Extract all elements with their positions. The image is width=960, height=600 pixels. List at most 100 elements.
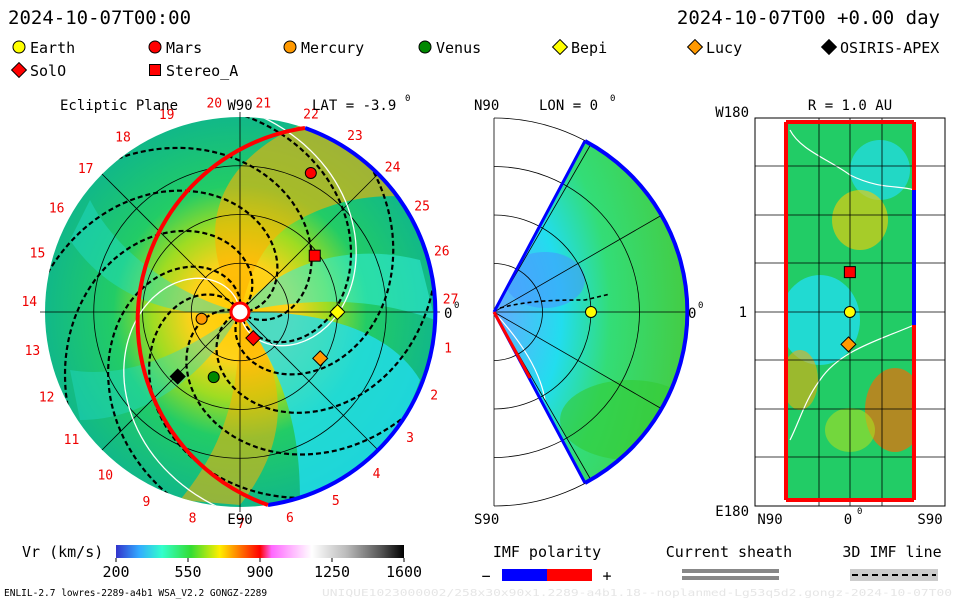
legend-marker-mercury [283,40,297,54]
carrington-tick-24: 24 [385,160,401,175]
polarity-rim-positive [135,126,306,507]
map-fast-patch-1 [832,190,888,250]
map-y-top-label: W180 [715,105,749,121]
carrington-tick-25: 25 [414,199,430,214]
ecliptic-body-osiris-apex [169,368,186,385]
meridional-body-earth [585,306,597,318]
colorbar-label: Vr (km/s) [22,543,103,561]
radial-map-panel: R = 1.0 AU W180 1 E180 N90 0 0 S90 [715,98,946,528]
carrington-tick-26: 26 [434,244,450,259]
meridional-title: LON = 0 [539,98,598,114]
sun [229,301,251,323]
meridional-right-label: 0 [688,306,696,322]
ecliptic-body-solo [245,329,262,347]
meridional-top-label: N90 [474,98,499,114]
ecliptic-title: Ecliptic Plane [60,98,178,114]
map-frame [754,117,946,507]
legend-label-mercury: Mercury [301,39,364,57]
carrington-tick-17: 17 [78,162,94,177]
legend-marker-mars [148,40,162,54]
carrington-tick-12: 12 [39,391,55,406]
carrington-tick-19: 19 [159,108,175,123]
ecliptic-lat-label: LAT = -3.9 [312,98,396,114]
map-body-stereo-a [843,266,856,279]
carrington-tick-5: 5 [332,494,340,509]
legend-marker-venus [418,40,432,54]
meridional-bottom-label: S90 [474,512,499,528]
colorbar-tick-label-1600: 1600 [386,563,422,581]
polarity-plus: + [602,567,611,585]
polarity-rim-negative [267,126,438,507]
carrington-tick-9: 9 [142,495,150,510]
carrington-tick-10: 10 [97,468,113,483]
legend-marker-osiris-apex [820,38,838,56]
map-slow-patch-1 [786,275,860,365]
carrington-tick-6: 6 [286,511,294,526]
slow-region-southwest [70,312,240,420]
legend-marker-earth [12,40,26,54]
colorbar [116,545,404,558]
date-right: 2024-10-07T00 +0.00 day [677,7,940,29]
carrington-tick-14: 14 [21,295,37,310]
map-sheath-2 [789,324,914,441]
carrington-tick-3: 3 [406,431,414,446]
ecliptic-right-label: 0 [444,306,452,322]
carrington-tick-15: 15 [30,247,46,262]
legend: Earth Mars Mercury Venus Bepi Lucy OSIRIS-APEX… [10,38,939,80]
ecliptic-body-venus [207,371,220,384]
legend-label-solo: SolO [30,62,66,80]
footer-watermark: UNIQUE1023000002/258x30x90x1.2289-a4b1.1… [322,588,952,599]
sheath-label: Current sheath [666,543,792,561]
imf-spiral-2 [106,265,242,499]
legend-label-bepi: Bepi [571,39,607,57]
polarity-positive-swatch [547,569,592,581]
ecliptic-top-label: W90 [227,98,252,114]
current-sheath-1 [241,117,357,347]
legend-label-osiris-apex: OSIRIS-APEX [840,39,939,57]
carrington-tick-27: 27 [443,293,459,308]
polarity-label: IMF polarity [493,543,601,561]
imf-spiral-7 [239,117,353,344]
meridional-title-degree: 0 [610,94,615,104]
carrington-tick-1: 1 [444,341,452,356]
carrington-tick-13: 13 [25,344,41,359]
ecliptic-bottom-label: E90 [227,512,252,528]
carrington-tick-7: 7 [237,517,245,532]
ecliptic-lat-degree: 0 [405,94,410,104]
polarity-minus: − [481,567,490,585]
carrington-tick-22: 22 [303,107,319,122]
imf-spiral-3 [148,293,308,500]
legend-label-lucy: Lucy [706,39,742,57]
sheath-swatch-1 [682,569,779,573]
imf-line-label: 3D IMF line [842,543,941,561]
map-fast-patch-2 [865,368,914,452]
map-x-middle-label: 0 [844,512,852,528]
carrington-tick-21: 21 [255,96,271,111]
map-slow-patch-2 [850,140,910,200]
legend-label-mars: Mars [166,39,202,57]
ecliptic-body-bepi [329,303,346,321]
wedge-edge-south-positive [492,311,532,379]
legend-label-stereo-a: Stereo_A [166,62,238,80]
map-x-middle-degree: 0 [857,507,862,517]
imf-spiral-5 [215,277,435,414]
ecliptic-body-mercury [195,312,208,325]
legend-label-venus: Venus [436,39,481,57]
carrington-tick-20: 20 [206,97,222,112]
colorbar-tick-label-550: 550 [174,563,201,581]
ecliptic-body-lucy [312,350,329,367]
legend-marker-lucy [686,38,704,56]
carrington-tick-11: 11 [64,433,80,448]
colorbar-tick-label-200: 200 [102,563,129,581]
legend-label-earth: Earth [30,39,75,57]
map-y-middle-label: 1 [739,305,747,321]
meridional-panel: N90 LON = 0 0 S90 0 0 [474,94,703,528]
colorbar-tick-label-1250: 1250 [314,563,350,581]
map-title: R = 1.0 AU [808,98,892,114]
ecliptic-right-degree: 0 [454,301,459,311]
map-body-earth [843,306,856,318]
legend-marker-bepi [551,38,569,56]
map-body-lucy [840,336,857,353]
carrington-tick-8: 8 [189,512,197,527]
